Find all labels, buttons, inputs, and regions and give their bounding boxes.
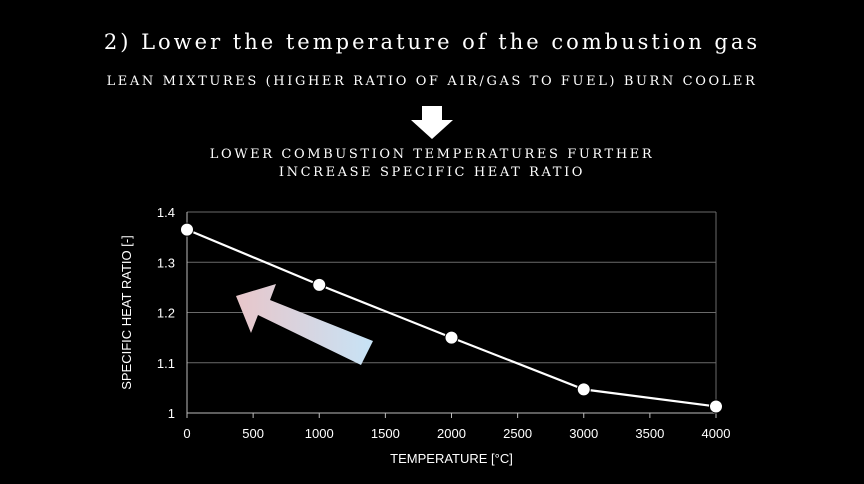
data-point — [709, 399, 723, 414]
y-tick-label: 1.3 — [157, 255, 175, 270]
data-series — [180, 222, 723, 414]
x-axis-title: TEMPERATURE [°C] — [390, 451, 513, 466]
x-tick-label: 3000 — [569, 426, 598, 441]
x-tick-label: 1000 — [305, 426, 334, 441]
axis-labels: 1 1.1 1.2 1.3 1.4 0 500 1000 1500 2000 2500 3000 350… — [119, 205, 730, 466]
x-tick-label: 4000 — [702, 426, 731, 441]
y-tick-label: 1 — [168, 406, 175, 421]
x-tick-label: 3500 — [635, 426, 664, 441]
trend-arrow — [236, 284, 373, 365]
y-tick-label: 1.4 — [157, 205, 175, 220]
slide-title: 2) Lower the temperature of the combusti… — [103, 30, 761, 54]
x-tick-label: 1500 — [371, 426, 400, 441]
y-tick-label: 1.2 — [157, 306, 175, 321]
axes — [186, 212, 717, 418]
grid-lines — [187, 211, 717, 413]
data-point — [576, 382, 591, 397]
down-arrow-icon — [411, 106, 453, 139]
data-point — [444, 330, 459, 345]
slide-note: LOWER COMBUSTION TEMPERATURES FURTHER IN… — [0, 146, 864, 182]
y-tick-label: 1.1 — [157, 356, 175, 371]
note-line-1: LOWER COMBUSTION TEMPERATURES FURTHER — [209, 147, 655, 162]
note-line-2: INCREASE SPECIFIC HEAT RATIO — [278, 165, 586, 180]
y-axis-title: SPECIFIC HEAT RATIO [-] — [119, 235, 134, 390]
x-tick-label: 500 — [242, 426, 264, 441]
data-point — [180, 222, 194, 237]
x-tick-label: 2500 — [503, 426, 532, 441]
x-tick-label: 2000 — [437, 426, 466, 441]
data-point — [312, 277, 327, 292]
x-tick-label: 0 — [183, 426, 190, 441]
slide-subtitle: LEAN MIXTURES (HIGHER RATIO OF AIR/GAS T… — [106, 74, 758, 89]
